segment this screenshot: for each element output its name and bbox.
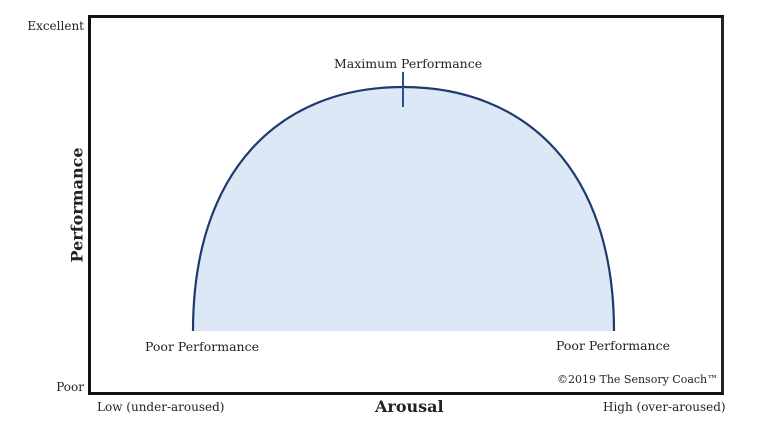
copyright-notice: ©2019 The Sensory Coach™ <box>557 373 719 386</box>
x-axis-right-label: High (over-aroused) <box>603 400 726 414</box>
plot-frame <box>88 15 724 395</box>
x-axis-left-label: Low (under-aroused) <box>97 400 225 414</box>
y-axis-title: Performance <box>67 147 87 263</box>
y-axis-top-label: Excellent <box>27 19 84 33</box>
y-axis-bottom-label: Poor <box>56 380 84 394</box>
curve-fill-area <box>193 87 614 331</box>
x-axis-title: Arousal <box>375 397 444 416</box>
left-end-annotation: Poor Performance <box>145 339 260 354</box>
peak-annotation: Maximum Performance <box>334 56 483 71</box>
right-end-annotation: Poor Performance <box>556 338 671 353</box>
